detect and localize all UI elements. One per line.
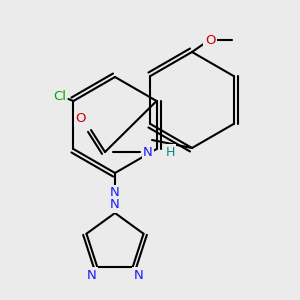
- Text: O: O: [76, 112, 86, 125]
- Text: O: O: [205, 34, 215, 46]
- Text: N: N: [110, 199, 120, 212]
- Text: N: N: [143, 146, 153, 158]
- Text: N: N: [86, 269, 96, 282]
- Text: Cl: Cl: [53, 91, 66, 103]
- Text: N: N: [110, 187, 120, 200]
- Text: H: H: [165, 146, 175, 158]
- Text: N: N: [134, 269, 143, 282]
